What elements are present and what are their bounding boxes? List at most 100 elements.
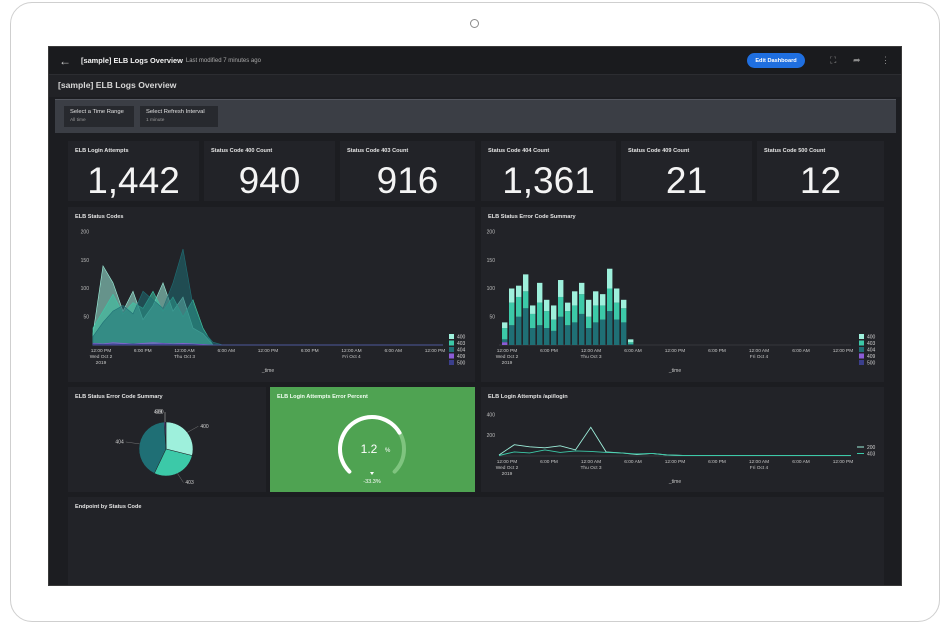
pie-leader-line: [164, 412, 165, 422]
bar-segment-404: [537, 325, 542, 345]
bar-segment-403: [523, 291, 528, 308]
x-tick-label: 12:00 AM: [341, 348, 361, 354]
x-tick-label: 6:00 PM: [540, 348, 558, 354]
stat-title: Status Code 403 Count: [347, 148, 408, 154]
x-tick-label: Fri Oct 4: [750, 465, 769, 471]
bar-segment-403: [509, 303, 514, 326]
bar-segment-403: [586, 317, 591, 328]
legend-swatch: [449, 354, 454, 359]
bar-segment-400: [509, 289, 514, 303]
pie-leader-line: [187, 426, 198, 432]
legend-label: 403: [867, 341, 876, 347]
bar-segment-403: [628, 342, 633, 344]
legend-label: 500: [867, 361, 876, 367]
stat-title: Status Code 500 Count: [764, 148, 825, 154]
bar-segment-404: [530, 328, 535, 345]
bar-segment-400: [544, 300, 549, 311]
stat-value: 1,442: [68, 160, 199, 202]
legend-label: 400: [867, 335, 876, 341]
bar-segment-403: [614, 303, 619, 320]
refresh-interval-filter[interactable]: Select Refresh Interval 1 minute: [140, 106, 218, 127]
bar-segment-404: [593, 322, 598, 345]
x-tick-label: 6:00 PM: [301, 348, 319, 354]
bar-segment-400: [607, 269, 612, 289]
bar-segment-403: [558, 297, 563, 317]
bar-segment-404: [607, 311, 612, 345]
legend-swatch: [449, 360, 454, 365]
x-tick-label: 2019: [502, 360, 513, 366]
bar-segment-403: [579, 294, 584, 314]
gauge-down-arrow-icon: [370, 472, 374, 475]
legend-label: 400: [457, 335, 466, 341]
x-tick-label: 12:00 PM: [425, 348, 446, 354]
time-range-filter[interactable]: Select a Time Range All time: [64, 106, 134, 127]
x-tick-label: Wed Oct 2: [90, 354, 113, 360]
stat-panel-400: Status Code 400 Count 940: [204, 141, 335, 201]
legend-swatch: [859, 334, 864, 339]
legend-label: 409: [867, 354, 876, 360]
bar-segment-400: [628, 339, 633, 342]
header-title: [sample] ELB Logs Overview: [81, 56, 183, 65]
bar-segment-400: [502, 322, 507, 328]
bar-segment-404: [544, 328, 549, 345]
legend-label: 500: [457, 361, 466, 367]
bar-segment-400: [530, 305, 535, 313]
legend-swatch: [449, 341, 454, 346]
legend-label: 404: [457, 348, 466, 354]
fullscreen-icon[interactable]: ⛶: [830, 55, 836, 66]
x-tick-label: 6:00 PM: [540, 459, 558, 465]
bar-segment-400: [579, 283, 584, 294]
x-tick-label: 6:00 PM: [708, 459, 726, 465]
bar-segment-404: [516, 317, 521, 345]
y-tick-label: 50: [83, 314, 89, 320]
y-tick-label: 150: [487, 258, 496, 264]
bar-segment-404: [579, 314, 584, 345]
stat-panel-404: Status Code 404 Count 1,361: [481, 141, 616, 201]
time-range-label: Select a Time Range: [70, 109, 128, 115]
stat-title: Status Code 400 Count: [211, 148, 272, 154]
area-series-404: [93, 249, 443, 345]
x-tick-label: 6:00 AM: [792, 348, 810, 354]
stat-panel-500: Status Code 500 Count 12: [757, 141, 884, 201]
pie-label: 403: [185, 480, 194, 486]
x-tick-label: 12:00 AM: [749, 459, 769, 465]
x-tick-label: Thu Oct 3: [580, 465, 601, 471]
y-tick-label: 200: [487, 433, 496, 439]
stat-value: 940: [204, 160, 335, 202]
bar-segment-403: [593, 305, 598, 322]
stat-value: 916: [340, 160, 475, 202]
bar-segment-404: [565, 325, 570, 345]
x-tick-label: 6:00 AM: [624, 459, 642, 465]
bar-segment-403: [530, 314, 535, 328]
legend-label: 200: [867, 445, 876, 451]
refresh-interval-value: 1 minute: [146, 118, 212, 123]
panel-error-percent: ELB Login Attempts Error Percent 1.2%-33…: [270, 387, 475, 492]
x-tick-label: 6:00 AM: [792, 459, 810, 465]
x-tick-label: 12:00 PM: [833, 348, 854, 354]
legend-swatch: [859, 341, 864, 346]
edit-dashboard-button[interactable]: Edit Dashboard: [747, 53, 805, 68]
y-tick-label: 100: [81, 286, 90, 292]
x-tick-label: 6:00 PM: [708, 348, 726, 354]
pie-label: 500: [155, 410, 164, 416]
back-arrow-icon[interactable]: ←: [59, 54, 81, 68]
legend-swatch: [859, 347, 864, 352]
pie-leader-line: [177, 473, 183, 482]
bar-segment-403: [544, 311, 549, 328]
x-tick-label: Fri Oct 4: [342, 354, 361, 360]
x-tick-label: Wed Oct 2: [496, 465, 519, 471]
bar-segment-403: [607, 289, 612, 312]
more-icon[interactable]: ⋮: [881, 55, 890, 66]
x-tick-label: 12:00 AM: [749, 348, 769, 354]
bar-segment-404: [621, 322, 626, 345]
legend-label: 403: [457, 341, 466, 347]
x-tick-label: Thu Oct 3: [174, 354, 195, 360]
stat-value: 21: [621, 160, 752, 202]
bar-segment-403: [600, 305, 605, 319]
share-icon[interactable]: ➦: [853, 55, 861, 66]
x-tick-label: Fri Oct 4: [750, 354, 769, 360]
